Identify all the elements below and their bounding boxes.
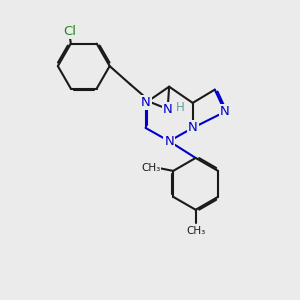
Text: N: N	[220, 105, 230, 118]
Text: CH₃: CH₃	[186, 226, 205, 236]
Text: N: N	[163, 103, 172, 116]
Text: N: N	[141, 96, 151, 110]
Text: H: H	[176, 101, 184, 114]
Text: N: N	[188, 122, 198, 134]
Text: CH₃: CH₃	[141, 163, 160, 173]
Text: N: N	[164, 135, 174, 148]
Text: Cl: Cl	[63, 25, 76, 38]
